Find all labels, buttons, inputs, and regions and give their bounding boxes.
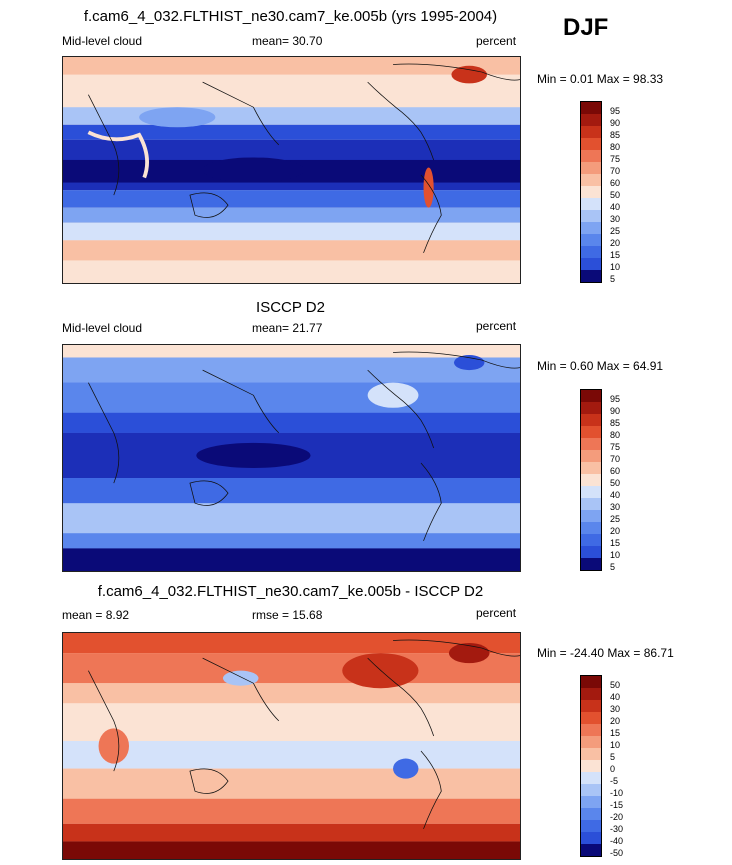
cbar1-tick: 20 bbox=[610, 238, 621, 248]
cbar2-tick: 15 bbox=[610, 538, 621, 548]
cbar1-tick: 10 bbox=[610, 262, 621, 272]
cbar3-tick: 20 bbox=[610, 716, 621, 726]
cbar2-tick: 20 bbox=[610, 526, 621, 536]
panel-diff-mean: mean = 8.92 bbox=[62, 608, 130, 622]
panel-model-minmax: Min = 0.01 Max = 98.33 bbox=[537, 72, 664, 86]
panel-obs-left-label: Mid-level cloud bbox=[62, 321, 143, 335]
cbar1-tick: 60 bbox=[610, 178, 621, 188]
cbar2-tick: 10 bbox=[610, 550, 621, 560]
cbar3-tick: -40 bbox=[610, 836, 624, 846]
cbar3-tick: -30 bbox=[610, 824, 624, 834]
cbar1-tick: 30 bbox=[610, 214, 621, 224]
cbar3-tick: -10 bbox=[610, 788, 624, 798]
panel-obs-map bbox=[62, 344, 521, 572]
panel-obs-mean: mean= 21.77 bbox=[252, 321, 323, 335]
panel-diff-rmse: rmse = 15.68 bbox=[252, 608, 323, 622]
season-label: DJF bbox=[563, 14, 609, 41]
panel-model-colorbar bbox=[580, 101, 602, 283]
cbar2-tick: 50 bbox=[610, 478, 621, 488]
cbar3-tick: 5 bbox=[610, 752, 616, 762]
cbar3-tick: -20 bbox=[610, 812, 624, 822]
cbar3-tick: 15 bbox=[610, 728, 621, 738]
cbar1-tick: 25 bbox=[610, 226, 621, 236]
cbar2-tick: 60 bbox=[610, 466, 621, 476]
obs-heatmap bbox=[63, 345, 520, 571]
cbar3-tick: 0 bbox=[610, 764, 616, 774]
cbar2-tick: 40 bbox=[610, 490, 621, 500]
panel-obs-title: ISCCP D2 bbox=[256, 299, 325, 316]
panel-obs-colorbar bbox=[580, 389, 602, 571]
cbar2-tick: 5 bbox=[610, 562, 616, 572]
cbar1-tick: 70 bbox=[610, 166, 621, 176]
cbar3-tick: 30 bbox=[610, 704, 621, 714]
diff-heatmap bbox=[63, 633, 520, 859]
cbar2-tick: 70 bbox=[610, 454, 621, 464]
cbar1-tick: 95 bbox=[610, 106, 621, 116]
cbar3-tick: -50 bbox=[610, 848, 624, 858]
cbar3-tick: 10 bbox=[610, 740, 621, 750]
cbar1-tick: 75 bbox=[610, 154, 621, 164]
cbar2-tick: 85 bbox=[610, 418, 621, 428]
panel-diff-minmax: Min = -24.40 Max = 86.71 bbox=[537, 646, 674, 660]
cbar1-tick: 50 bbox=[610, 190, 621, 200]
cbar1-tick: 85 bbox=[610, 130, 621, 140]
cbar1-tick: 5 bbox=[610, 274, 616, 284]
cbar1-tick: 80 bbox=[610, 142, 621, 152]
panel-diff-units: percent bbox=[476, 606, 517, 620]
panel-diff-title: f.cam6_4_032.FLTHIST_ne30.cam7_ke.005b -… bbox=[97, 583, 484, 600]
cbar2-tick: 25 bbox=[610, 514, 621, 524]
cbar2-tick: 30 bbox=[610, 502, 621, 512]
cbar3-tick: 50 bbox=[610, 680, 621, 690]
panel-model-map bbox=[62, 56, 521, 284]
cbar1-tick: 15 bbox=[610, 250, 621, 260]
panel-obs-minmax: Min = 0.60 Max = 64.91 bbox=[537, 359, 664, 373]
panel-model-title: f.cam6_4_032.FLTHIST_ne30.cam7_ke.005b (… bbox=[83, 8, 498, 25]
cbar1-tick: 90 bbox=[610, 118, 621, 128]
model-heatmap bbox=[63, 57, 520, 283]
cbar2-tick: 75 bbox=[610, 442, 621, 452]
cbar2-tick: 90 bbox=[610, 406, 621, 416]
cbar1-tick: 40 bbox=[610, 202, 621, 212]
panel-model-left-label: Mid-level cloud bbox=[62, 34, 143, 48]
panel-model-units: percent bbox=[476, 34, 517, 48]
panel-model-mean: mean= 30.70 bbox=[252, 34, 323, 48]
cbar2-tick: 95 bbox=[610, 394, 621, 404]
panel-diff-colorbar bbox=[580, 675, 602, 857]
panel-obs-units: percent bbox=[476, 319, 517, 333]
cbar3-tick: 40 bbox=[610, 692, 621, 702]
cbar3-tick: -5 bbox=[610, 776, 619, 786]
cbar3-tick: -15 bbox=[610, 800, 624, 810]
panel-diff-map bbox=[62, 632, 521, 860]
cbar2-tick: 80 bbox=[610, 430, 621, 440]
